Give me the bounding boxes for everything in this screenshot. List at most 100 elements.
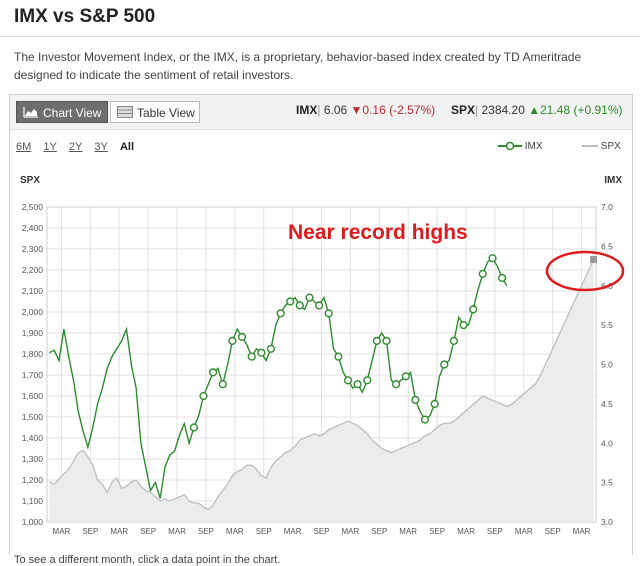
down-arrow-icon: ▼ — [350, 103, 363, 117]
imx-quote-pct: (-2.57%) — [389, 103, 436, 117]
right-tick-label: 5.5 — [601, 320, 613, 330]
left-tick-label: 1,800 — [22, 349, 44, 359]
x-tick-label: MAR — [284, 527, 302, 536]
imx-point — [257, 348, 266, 357]
x-tick-label: SEP — [545, 527, 561, 536]
x-tick-label: SEP — [198, 527, 214, 536]
imx-point — [334, 352, 343, 361]
imx-point — [305, 293, 314, 302]
left-tick-label: 1,300 — [22, 454, 44, 464]
legend-imx-marker-icon — [498, 142, 522, 151]
legend-imx-label: IMX — [524, 141, 543, 152]
imx-point — [228, 336, 237, 346]
range-2y[interactable]: 2Y — [68, 141, 83, 153]
left-tick-label: 1,000 — [22, 517, 44, 527]
legend-spx-label: SPX — [600, 141, 621, 152]
imx-quote-label: IMX — [296, 103, 318, 117]
table-view-label: Table View — [137, 106, 195, 120]
annotation-circle — [545, 250, 625, 292]
right-tick-label: 3.5 — [601, 478, 613, 488]
table-view-button[interactable]: Table View — [110, 101, 200, 123]
chart-toolbar: Chart View Table View IMX| 6.06 ▼0.16 (-… — [10, 95, 632, 130]
x-tick-label: MAR — [168, 527, 186, 536]
left-tick-label: 2,100 — [22, 286, 44, 296]
title-divider — [0, 36, 640, 37]
left-tick-label: 1,100 — [22, 496, 44, 506]
right-tick-label: 5.0 — [601, 360, 613, 370]
x-tick-label: MAR — [226, 527, 244, 536]
imx-point — [469, 305, 478, 314]
left-tick-label: 1,500 — [22, 412, 44, 422]
x-tick-label: SEP — [487, 527, 503, 536]
legend-spx-line-icon — [582, 145, 598, 148]
imx-point — [247, 352, 256, 361]
imx-point — [199, 391, 208, 401]
page-title: IMX vs S&P 500 — [14, 6, 156, 27]
left-tick-label: 1,400 — [22, 433, 44, 443]
chart-view-button[interactable]: Chart View — [16, 101, 108, 123]
range-all[interactable]: All — [119, 141, 134, 153]
imx-point — [459, 321, 468, 330]
imx-point — [382, 336, 391, 346]
x-tick-label: MAR — [110, 527, 128, 536]
imx-point — [449, 336, 459, 346]
range-selector: 6M 1Y 2Y 3Y All — [16, 141, 143, 153]
x-tick-label: SEP — [313, 527, 329, 536]
chart-view-label: Chart View — [43, 106, 102, 120]
x-tick-label: SEP — [371, 527, 387, 536]
imx-point — [343, 376, 353, 385]
imx-point — [295, 301, 304, 310]
left-tick-label: 2,300 — [22, 244, 44, 254]
spx-quote-change: 21.48 — [540, 103, 571, 117]
x-tick-label: MAR — [399, 527, 417, 536]
imx-point — [498, 273, 507, 283]
x-tick-label: SEP — [82, 527, 98, 536]
left-tick-label: 2,000 — [22, 307, 44, 317]
imx-vs-spx-chart[interactable]: SPX IMX 1,000 1,100 1,200 1,300 1,400 1,500 1,60… — [10, 167, 632, 553]
spx-area — [49, 259, 594, 522]
legend-spx[interactable]: SPX — [582, 141, 621, 152]
right-tick-label: 4.0 — [601, 438, 613, 448]
imx-point — [276, 309, 285, 318]
imx-point — [189, 423, 199, 432]
x-tick-label: SEP — [140, 527, 156, 536]
x-tick-label: SEP — [256, 527, 272, 536]
spx-quote-pct: (+0.91%) — [573, 103, 623, 117]
imx-point — [392, 380, 401, 389]
imx-quote: IMX| 6.06 ▼0.16 (-2.57%) — [296, 103, 435, 117]
range-6m[interactable]: 6M — [16, 141, 32, 153]
table-icon — [117, 106, 133, 118]
left-tick-label: 1,200 — [22, 475, 44, 485]
imx-quote-value: 6.06 — [323, 103, 348, 117]
right-axis-label: IMX — [604, 175, 622, 186]
imx-point — [353, 380, 362, 389]
range-1y[interactable]: 1Y — [43, 141, 57, 153]
spx-quote: SPX| 2384.20 ▲21.48 (+0.91%) — [451, 103, 623, 117]
legend-imx[interactable]: IMX — [498, 141, 543, 152]
imx-point — [430, 399, 439, 409]
left-tick-label: 1,700 — [22, 370, 44, 380]
left-tick-label: 1,600 — [22, 391, 44, 401]
imx-point — [209, 368, 218, 377]
spx-last-marker — [590, 256, 598, 263]
annotation-text: Near record highs — [288, 221, 468, 244]
x-tick-label: MAR — [573, 527, 591, 536]
imx-point — [401, 372, 410, 381]
spx-quote-label: SPX — [451, 103, 476, 117]
imx-point — [286, 297, 295, 306]
imx-point — [315, 301, 324, 310]
footnote: To see a different month, click a data p… — [14, 554, 281, 566]
imx-point — [372, 336, 382, 346]
right-tick-label: 3.0 — [601, 517, 613, 527]
imx-point — [440, 360, 449, 369]
imx-series-line — [49, 257, 508, 499]
spx-series-line — [49, 259, 595, 511]
x-tick-label: SEP — [429, 527, 445, 536]
x-tick-label: MAR — [342, 527, 360, 536]
imx-point — [488, 254, 497, 263]
imx-point — [237, 332, 247, 342]
spx-quote-separator: | — [475, 103, 479, 117]
range-3y[interactable]: 3Y — [94, 141, 108, 153]
chart-panel: Chart View Table View IMX| 6.06 ▼0.16 (-… — [9, 94, 633, 555]
imx-point — [411, 395, 420, 405]
